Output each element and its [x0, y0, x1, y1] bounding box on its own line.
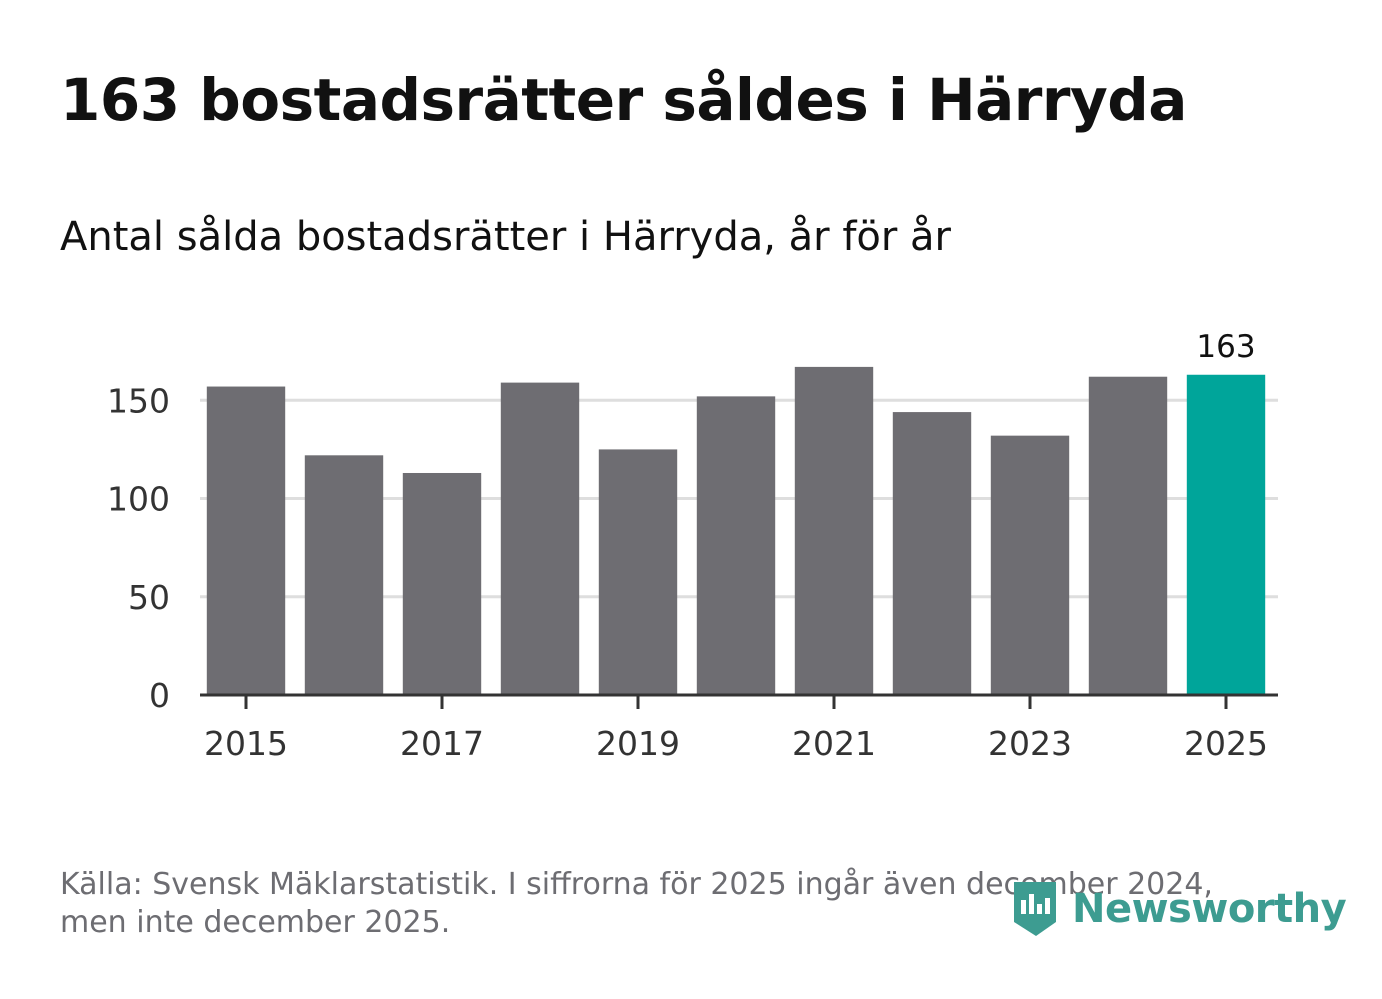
x-tick-label-2015: 2015: [204, 724, 288, 763]
y-tick-label-50: 50: [128, 578, 170, 617]
labels: 0 50 100 150 163 2015 2017 2019 2021 2023 2025: [107, 329, 1268, 763]
bar-chart: 0 50 100 150 163 2015 2017 2019 2021 2023 2025: [107, 329, 1278, 763]
x-tick-label-2025: 2025: [1184, 724, 1268, 763]
data-label-2025: 163: [1196, 329, 1255, 365]
bar-2023: [990, 435, 1070, 695]
bar-2021: [794, 366, 874, 695]
bar-2016: [304, 455, 384, 695]
chart-title: 163 bostadsrätter såldes i Härryda: [60, 66, 1187, 134]
brand-name: Newsworthy: [1072, 886, 1347, 932]
y-tick-label-100: 100: [107, 480, 170, 519]
x-tick-label-2023: 2023: [988, 724, 1072, 763]
y-tick-label-150: 150: [107, 381, 170, 420]
bar-2022: [892, 412, 972, 695]
bars: [206, 366, 1266, 695]
bar-2020: [696, 396, 776, 695]
x-tick-label-2017: 2017: [400, 724, 484, 763]
axes: [200, 693, 1278, 709]
bar-2015: [206, 386, 286, 695]
x-tick-label-2019: 2019: [596, 724, 680, 763]
bar-2024: [1088, 376, 1168, 695]
chart-subtitle: Antal sålda bostadsrätter i Härryda, år …: [60, 214, 951, 260]
bar-2025: [1186, 374, 1266, 695]
x-tick-label-2021: 2021: [792, 724, 876, 763]
brand-logo: Newsworthy: [1010, 878, 1347, 940]
bar-2019: [598, 449, 678, 695]
bar-2017: [402, 472, 482, 695]
bar-2018: [500, 382, 580, 695]
newsworthy-logo-icon: [1014, 882, 1056, 936]
y-tick-label-0: 0: [149, 676, 170, 715]
